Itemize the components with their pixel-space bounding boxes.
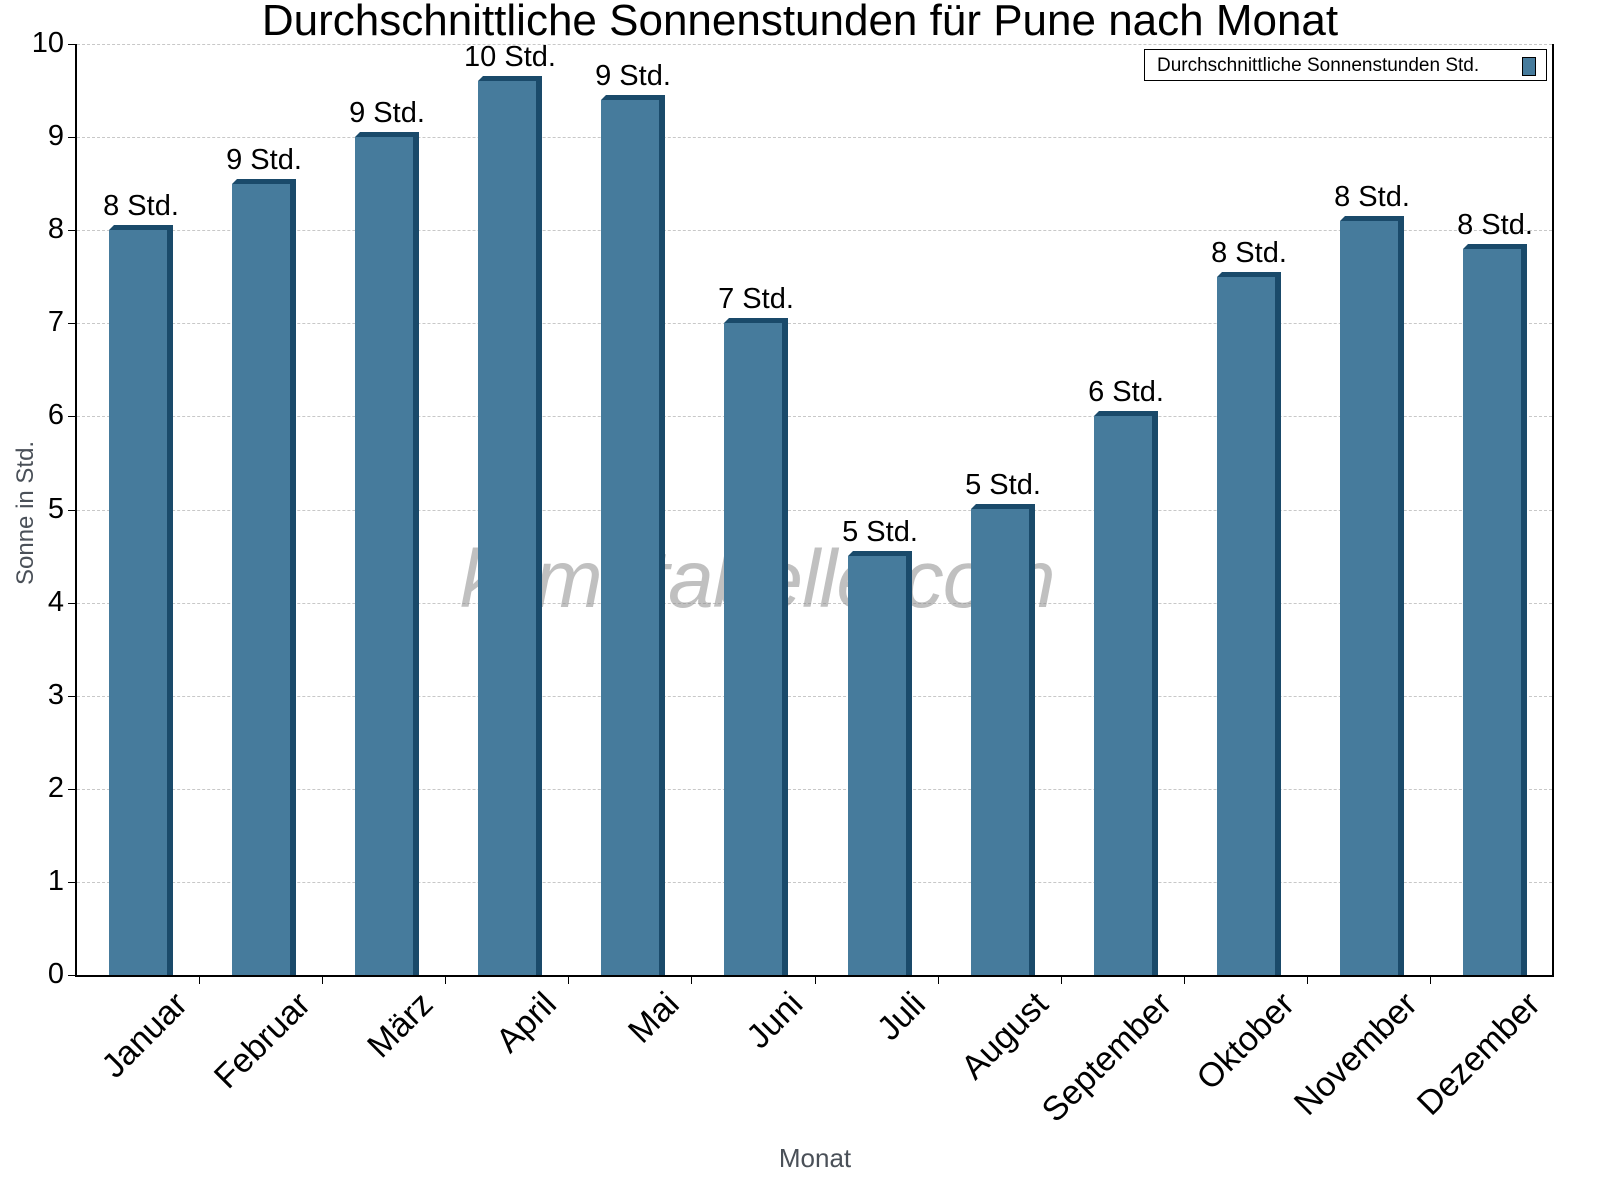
y-tick-mark [68,882,76,883]
bar [1340,216,1404,975]
y-tick-label: 4 [47,586,64,618]
gridline [77,882,1552,883]
x-tick-mark [691,975,692,984]
bar [478,76,542,975]
y-tick-label: 6 [47,399,64,431]
y-tick-label: 0 [47,958,64,990]
gridline [77,603,1552,604]
data-label: 7 Std. [718,283,794,315]
plot-right-border [1552,44,1554,976]
bar [1217,272,1281,975]
gridline [77,137,1552,138]
data-label: 9 Std. [349,97,425,129]
y-tick-label: 3 [47,679,64,711]
gridline [77,696,1552,697]
x-tick-label: Februar [206,985,318,1097]
x-tick-label: November [1287,985,1425,1123]
y-tick-mark [68,789,76,790]
y-tick-mark [68,603,76,604]
y-tick-label: 2 [47,772,64,804]
x-axis-line [75,975,1554,977]
x-tick-mark [199,975,200,984]
gridline [77,789,1552,790]
x-tick-mark [445,975,446,984]
x-tick-mark [322,975,323,984]
x-tick-mark [815,975,816,984]
bar [109,225,173,975]
y-tick-mark [68,510,76,511]
x-axis-title: Monat [778,1143,852,1173]
data-label: 5 Std. [965,469,1041,501]
y-tick-mark [68,696,76,697]
y-tick-label: 5 [47,493,64,525]
x-tick-label: März [360,985,441,1066]
y-tick-mark [68,323,76,324]
gridline [77,416,1552,417]
y-axis-line [75,44,77,976]
data-label: 9 Std. [595,60,671,92]
data-label: 8 Std. [1211,237,1287,269]
y-tick-mark [68,230,76,231]
x-tick-label: Januar [94,985,195,1086]
y-tick-label: 8 [47,213,64,245]
x-tick-mark [1184,975,1185,984]
y-tick-mark [68,137,76,138]
bar [355,132,419,975]
bar [1463,244,1527,975]
x-tick-label: April [488,985,564,1060]
bar [1094,411,1158,975]
y-axis-title: Sonne in Std. [12,440,39,585]
y-tick-label: 10 [31,27,64,59]
x-tick-mark [938,975,939,984]
gridline [77,510,1552,511]
x-tick-mark [1061,975,1062,984]
data-label: 8 Std. [1334,181,1410,213]
y-tick-mark [68,416,76,417]
data-label: 10 Std. [464,41,556,73]
x-tick-label: Mai [621,985,687,1051]
gridline [77,230,1552,231]
x-tick-mark [568,975,569,984]
y-tick-mark [68,975,76,976]
data-label: 6 Std. [1088,376,1164,408]
legend: Durchschnittliche Sonnenstunden Std. [1144,49,1547,81]
data-label: 8 Std. [103,190,179,222]
x-tick-label: Juli [869,985,933,1048]
bar [848,551,912,975]
gridline [77,323,1552,324]
data-label: 9 Std. [226,144,302,176]
bar [232,179,296,975]
x-tick-label: Juni [738,985,810,1056]
y-tick-label: 9 [47,120,64,152]
data-label: 5 Std. [842,516,918,548]
y-tick-label: 1 [47,865,64,897]
bar [601,95,665,975]
x-tick-label: September [1034,985,1179,1130]
chart-title: Durchschnittliche Sonnenstunden für Pune… [261,0,1339,45]
legend-label: Durchschnittliche Sonnenstunden Std. [1157,55,1480,76]
x-tick-label: Oktober [1189,985,1302,1098]
x-tick-mark [1307,975,1308,984]
y-tick-label: 7 [47,306,64,338]
legend-swatch-icon [1522,57,1536,76]
y-tick-mark [68,44,76,45]
data-label: 8 Std. [1457,209,1533,241]
x-tick-label: August [954,985,1056,1087]
x-tick-label: Dezember [1410,985,1548,1123]
bar [971,504,1035,975]
x-tick-mark [1430,975,1431,984]
bar [724,318,788,975]
gridline [77,44,1552,45]
